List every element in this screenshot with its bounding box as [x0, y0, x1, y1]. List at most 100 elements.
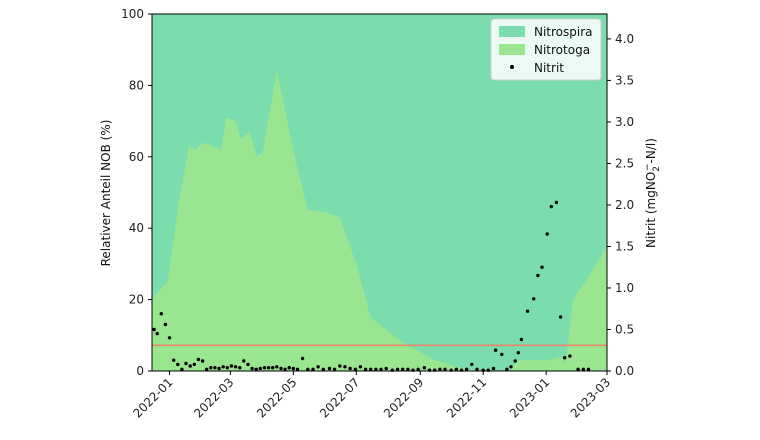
nitrit-point [540, 265, 544, 269]
nitrit-point [465, 367, 469, 371]
nitrit-point [348, 366, 352, 371]
nitrit-point [167, 336, 172, 340]
nitrit-point [343, 365, 347, 369]
nitrit-point [384, 366, 388, 371]
y-left-tick-label: 40 [129, 221, 144, 235]
y-right-tick-label: 1.5 [615, 239, 634, 253]
nitrit-point [491, 366, 496, 371]
nitrit-point [401, 367, 405, 371]
nitrit-point [422, 366, 427, 370]
plot-frame [151, 13, 608, 372]
nitrit-point [475, 367, 479, 371]
nitrit-point [205, 367, 209, 371]
y-right-tick-label: 3.0 [615, 115, 634, 129]
y-left-tick-label: 0 [136, 364, 144, 378]
legend-swatch-nitrospira [499, 26, 525, 37]
nitrit-point [233, 365, 238, 369]
nitrit-point [159, 312, 163, 316]
nitrit-point [155, 331, 159, 336]
nitrit-point [395, 367, 400, 371]
y-left-tick-label: 80 [129, 78, 144, 92]
nitrit-point [221, 365, 225, 369]
nitrit-point [188, 364, 192, 368]
x-tick-label: 2022-03 [191, 375, 236, 420]
nitrit-point [246, 362, 250, 367]
nitrit-point [500, 352, 504, 357]
nitrit-point [379, 367, 383, 371]
x-tick-label: 2023-03 [568, 375, 613, 420]
nitrit-point [505, 367, 509, 371]
y-axis-right-label: Nitrit (mgNO2−-N/l) [643, 138, 662, 248]
y-axis-right-label-main: Nitrit (mgNO [644, 172, 658, 248]
legend-label-nitrospira: Nitrospira [534, 25, 593, 39]
nitrit-point [180, 367, 184, 371]
y-right-tick-label: 0.0 [615, 364, 634, 378]
legend-label-nitrit: Nitrit [534, 61, 564, 75]
x-tick-label: 2022-07 [317, 375, 362, 420]
nitrit-point [358, 365, 363, 369]
nitrit-point [200, 359, 205, 363]
y-right-tick-label: 2.0 [615, 198, 634, 212]
nitrit-point [275, 365, 279, 369]
nitrit-point [279, 366, 283, 371]
nitrit-point [525, 309, 530, 313]
nitrit-point [316, 365, 320, 369]
x-tick-label: 2022-05 [254, 375, 299, 420]
nitrit-point [454, 367, 459, 371]
nitrit-point [266, 366, 271, 370]
legend-swatch-nitrotoga [499, 44, 525, 55]
nitrit-point [519, 337, 524, 342]
y-axis-right-label-sub: 2 [652, 166, 662, 172]
y-left-tick-label: 20 [129, 293, 144, 307]
nitrit-point [283, 367, 287, 371]
nitrit-point [225, 366, 229, 370]
nitrit-point [536, 273, 540, 278]
nitrit-point [172, 358, 176, 362]
nitrit-point [217, 366, 221, 371]
nitrit-point [238, 366, 242, 370]
nitrit-point [581, 367, 585, 371]
legend: Nitrospira Nitrotoga Nitrit [490, 18, 602, 81]
x-tick-label: 2022-09 [381, 375, 426, 420]
nitrit-point [209, 366, 213, 370]
nitrit-point [374, 367, 378, 371]
nitrit-point [184, 361, 188, 366]
nitrit-point [532, 297, 536, 301]
legend-label-nitrotoga: Nitrotoga [534, 43, 590, 57]
nitrit-point [262, 366, 267, 370]
nitrit-point [513, 359, 517, 363]
x-tick-label: 2023-01 [507, 375, 552, 420]
y-right-tick-label: 4.0 [615, 32, 634, 46]
nitrit-point [438, 367, 442, 371]
nitrit-point [406, 367, 410, 371]
nitrit-point [516, 351, 520, 355]
nitrit-point [416, 367, 420, 371]
nitrit-point [549, 204, 553, 209]
nitrit-point [295, 367, 300, 371]
y-axis-right-label-sup: − [643, 163, 653, 171]
nitrit-point [443, 367, 447, 371]
nitrit-point [353, 367, 357, 371]
nitrit-point [493, 348, 498, 352]
nitrit-point [509, 365, 513, 369]
nitrit-point [254, 367, 258, 371]
y-right-tick-label: 3.5 [615, 73, 634, 87]
nitrit-point [229, 364, 234, 368]
nitrit-point [258, 366, 262, 371]
nitrit-point [332, 367, 337, 371]
nitrit-scatter [152, 200, 591, 372]
nitrit-point [250, 366, 254, 371]
nitrit-point [327, 366, 332, 371]
nitrit-point [300, 356, 305, 361]
nitrit-point [242, 359, 246, 363]
nitrit-point [311, 367, 315, 371]
nitrit-point [563, 356, 567, 360]
nitrit-point [470, 362, 474, 367]
nitrit-point [271, 366, 275, 370]
y-right-tick-label: 2.5 [615, 156, 634, 170]
nitrit-point [163, 322, 168, 327]
nitrit-point [213, 366, 217, 370]
y-right-tick-label: 1.0 [615, 281, 634, 295]
nitrit-point [363, 367, 368, 371]
